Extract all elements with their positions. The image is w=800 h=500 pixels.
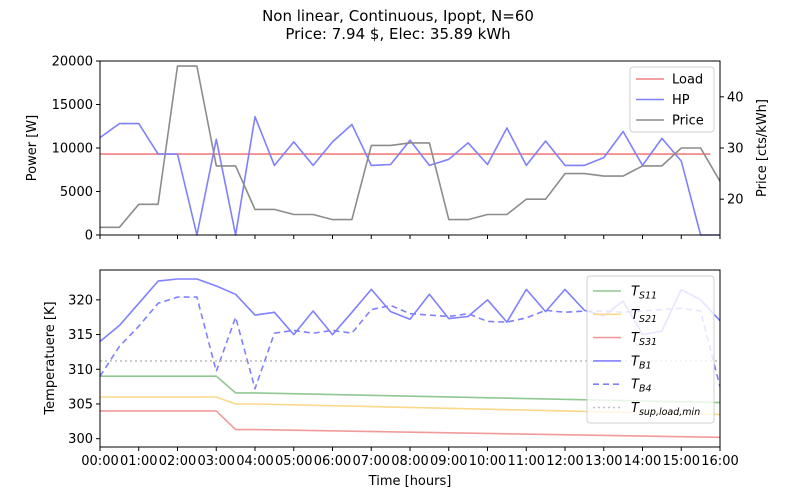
bottom-y-axis-ticks: 300 305 310 315 320: [68, 293, 100, 447]
tick-label: 03:00: [198, 454, 235, 469]
tick-label: 13:00: [585, 454, 622, 469]
tick-label: 300: [68, 432, 93, 447]
legend-label-subscript: sup,load,min: [639, 407, 700, 418]
tick-label: 315: [68, 328, 93, 343]
top-right-axis-ticks: 20 30 40: [720, 90, 744, 208]
legend-label-price: Price: [672, 114, 704, 129]
tick-label: 06:00: [314, 454, 351, 469]
tick-label: 02:00: [159, 454, 196, 469]
series-line-t-s31: [100, 410, 721, 439]
tick-label: 5000: [60, 185, 93, 200]
legend-box: [586, 275, 715, 424]
tick-label: 15000: [52, 98, 93, 113]
top-chart-legend: Load HP Price: [629, 66, 715, 133]
legend-label-s11: TS11: [631, 285, 657, 302]
tick-label: 05:00: [275, 454, 312, 469]
tick-label: 20: [727, 193, 744, 208]
tick-label: 14:00: [624, 454, 661, 469]
top-chart-marks: [99, 65, 721, 236]
tick-label: 10000: [52, 142, 93, 157]
tick-label: 305: [68, 397, 93, 412]
legend-label-symbol: T: [631, 285, 640, 300]
tick-label: 320: [68, 293, 93, 308]
legend-label-sup-load-min: Tsup,load,min: [631, 401, 700, 418]
legend-label-load: Load: [672, 73, 703, 88]
top-right-axis-label: Price [cts/kWh]: [755, 99, 770, 197]
tick-label: 0: [85, 229, 93, 244]
tick-label: 16:00: [701, 454, 738, 469]
legend-box: [629, 66, 715, 133]
tick-label: 12:00: [546, 454, 583, 469]
legend-label-symbol: T: [631, 308, 640, 323]
legend-label-subscript: S31: [639, 337, 657, 348]
legend-label-s21: TS21: [631, 308, 657, 325]
series-line-t-s21: [100, 396, 721, 416]
legend-label-symbol: T: [631, 378, 640, 393]
figure-title-line-2: Price: 7.94 $, Elec: 35.89 kWh: [285, 25, 510, 43]
series-line-price: [100, 65, 721, 229]
bottom-y-axis-label: Temperatuere [K]: [43, 301, 58, 415]
figure-title-line-1: Non linear, Continuous, Ipopt, N=60: [262, 7, 534, 25]
bottom-x-axis-label: Time [hours]: [368, 474, 452, 489]
legend-label-subscript: B1: [639, 360, 652, 371]
bottom-x-axis-ticks: 00:00 01:00 02:00 03:00 04:00 05:00 06:00 07:00…: [81, 447, 739, 469]
tick-label: 30: [727, 142, 744, 157]
tick-label: 01:00: [120, 454, 157, 469]
tick-label: 20000: [52, 55, 93, 70]
tick-label: 08:00: [391, 454, 428, 469]
tick-label: 00:00: [81, 454, 118, 469]
legend-label-s31: TS31: [631, 331, 657, 348]
tick-label: 04:00: [236, 454, 273, 469]
legend-label-subscript: S21: [639, 314, 657, 325]
legend-label-b4: TB4: [631, 378, 652, 395]
top-x-axis-ticks: [99, 235, 721, 239]
legend-label-subscript: S11: [639, 291, 657, 302]
legend-label-hp: HP: [672, 93, 690, 108]
tick-label: 11:00: [508, 454, 545, 469]
legend-label-symbol: T: [631, 401, 640, 416]
tick-label: 310: [68, 363, 93, 378]
tick-label: 10:00: [469, 454, 506, 469]
legend-label-subscript: B4: [639, 384, 652, 395]
legend-label-symbol: T: [631, 331, 640, 346]
tick-label: 40: [727, 90, 744, 105]
legend-label-b1: TB1: [631, 354, 652, 371]
top-chart-frame: [99, 60, 721, 236]
series-line-hp: [99, 115, 720, 236]
tick-label: 09:00: [430, 454, 467, 469]
top-left-axis-ticks: 0 5000 10000 15000 20000: [52, 55, 100, 244]
tick-label: 15:00: [663, 454, 700, 469]
top-chart-panel: 0 5000 10000 15000 20000 20 30 40 Power [W] Pr…: [25, 55, 770, 244]
top-left-axis-label: Power [W]: [25, 115, 40, 181]
series-line-t-s11: [100, 375, 721, 404]
bottom-chart-panel: 300 305 310 315 320 00:00 01:00 02:00 03:00 04:0…: [43, 269, 739, 489]
legend-label-symbol: T: [631, 354, 640, 369]
tick-label: 07:00: [353, 454, 390, 469]
